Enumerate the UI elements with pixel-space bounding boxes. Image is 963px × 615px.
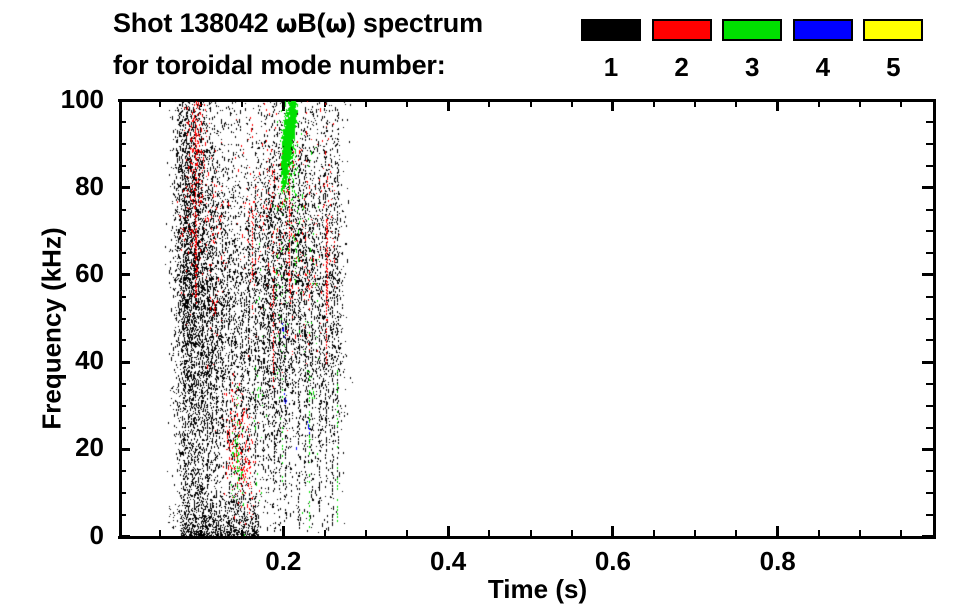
y-tick-right-major-0: [922, 535, 933, 538]
legend-swatch-mode-n4: [792, 19, 853, 41]
y-axis-title: Frequency (kHz): [36, 227, 67, 430]
legend-label-mode-n5: 5: [886, 52, 901, 82]
title-shot-text: Shot 138042: [113, 8, 276, 38]
y-tick-label-60: 60: [75, 257, 104, 288]
x-axis-title: Time (s): [0, 574, 963, 605]
legend-label-mode-n2: 2: [674, 52, 689, 82]
legend-label-mode-n3: 3: [744, 52, 760, 82]
legend-swatch-mode-n1: [581, 19, 641, 41]
y-tick-right-major-100: [922, 99, 933, 102]
omega-symbol-2: ω: [325, 9, 347, 38]
y-tick-label-0: 0: [89, 519, 104, 550]
y-tick-label-20: 20: [75, 432, 104, 463]
figure-title-line-2: for toroidal mode number:: [113, 50, 446, 80]
x-tick-label-0.4: 0.4: [430, 546, 467, 576]
y-tick-major-0: [119, 535, 130, 538]
legend-label-mode-n4: 4: [815, 52, 831, 82]
y-tick-label-40: 40: [75, 345, 104, 376]
legend-swatch-mode-n5: [863, 19, 924, 41]
x-axis-title-text: Time (s): [487, 574, 588, 604]
title-spectrum-text: ) spectrum: [346, 8, 483, 38]
x-tick-label-0.8: 0.8: [759, 546, 796, 576]
legend-label-mode-n1: 1: [603, 52, 619, 82]
x-tick-label-0.2: 0.2: [265, 546, 302, 576]
omega-symbol-1: ω: [275, 9, 298, 38]
axis-bottom-spine: [118, 536, 936, 539]
title-b-text: B(: [297, 8, 326, 38]
legend-swatch-mode-n3: [722, 19, 783, 41]
y-tick-label-80: 80: [75, 170, 104, 201]
axis-right-spine: [933, 99, 936, 539]
y-tick-major-100: [119, 99, 130, 102]
y-tick-label-100: 100: [60, 83, 104, 114]
figure-title-line-1: Shot 138042 ωB(ω) spectrum: [113, 8, 483, 39]
spectrum-data-region: [120, 101, 934, 536]
legend-swatch-mode-n2: [651, 19, 712, 41]
x-tick-label-0.6: 0.6: [594, 546, 631, 576]
legend: 1 2 3 4 5: [0, 0, 963, 95]
spectrum-scatter-canvas: [120, 101, 934, 536]
axis-top-spine: [118, 99, 936, 102]
